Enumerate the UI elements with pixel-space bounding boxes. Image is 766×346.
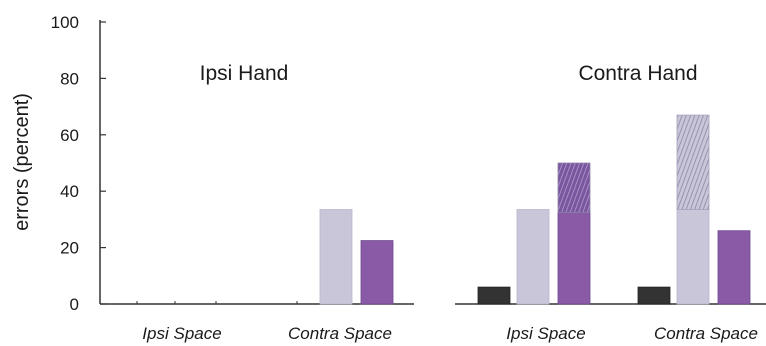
category-label-contra-space: Contra Space <box>654 324 758 343</box>
bar-dark <box>637 286 671 305</box>
bar-light-hatched-stack <box>676 114 710 210</box>
bar-light <box>676 209 710 305</box>
bars-contra-hand <box>477 114 751 305</box>
y-tick-group: 0 20 40 60 80 100 <box>51 13 106 314</box>
y-tick-label: 0 <box>70 295 79 314</box>
category-label-ipsi-space: Ipsi Space <box>506 324 585 343</box>
panel-ipsi-hand: Ipsi Hand Ipsi Space Contra Space <box>100 62 414 343</box>
bar-purple <box>360 240 394 305</box>
panel-title-ipsi-hand: Ipsi Hand <box>200 62 289 85</box>
bar-light <box>516 209 550 305</box>
bar-purple <box>557 211 591 305</box>
panel-contra-hand: Contra Hand Ipsi Space Contra Space <box>455 62 766 343</box>
category-label-contra-space: Contra Space <box>288 324 392 343</box>
panel-title-contra-hand: Contra Hand <box>578 62 697 85</box>
bar-dark <box>477 286 511 305</box>
bar-light <box>319 209 353 305</box>
y-axis: errors (percent) <box>11 20 101 304</box>
y-tick-label: 40 <box>60 182 79 201</box>
y-tick-label: 80 <box>60 69 79 88</box>
y-axis-label: errors (percent) <box>11 93 33 231</box>
y-tick-label: 60 <box>60 126 79 145</box>
y-tick-label: 20 <box>60 239 79 258</box>
bars-ipsi-hand <box>136 209 394 305</box>
category-label-ipsi-space: Ipsi Space <box>142 324 221 343</box>
bar-purple <box>717 230 751 305</box>
bar-purple-hatched-stack <box>557 162 591 213</box>
y-tick-label: 100 <box>51 13 79 32</box>
